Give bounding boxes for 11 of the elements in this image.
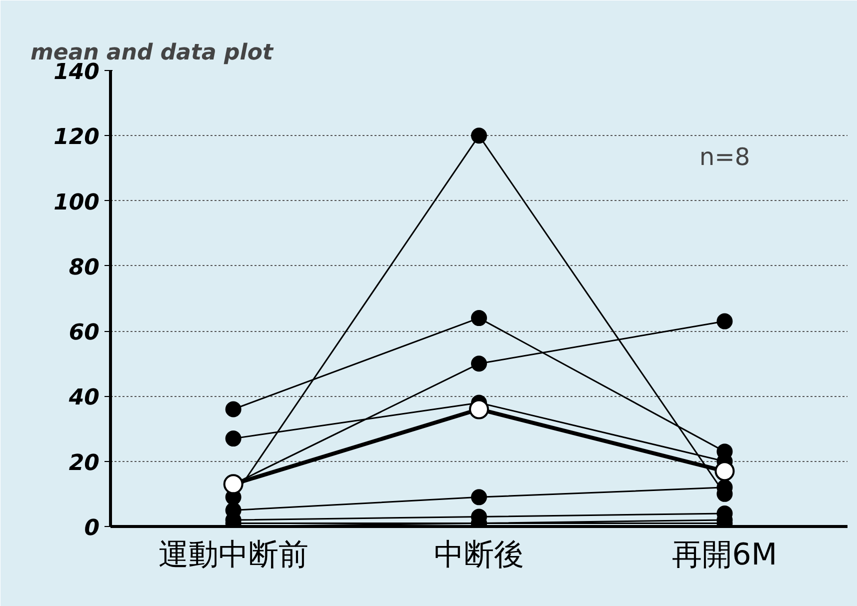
y-tick-label: 60 [68, 320, 100, 346]
y-tick-label: 40 [68, 386, 100, 411]
y-tick-label: 100 [54, 190, 100, 216]
x-tick-label: 再開6M [672, 538, 778, 572]
x-tick-label: 運動中断前 [158, 538, 308, 572]
y-tick-label: 80 [68, 255, 100, 280]
x-tick-label: 中断後 [434, 538, 524, 572]
y-tick-label: 0 [84, 516, 100, 541]
y-tick-label: 120 [54, 125, 100, 150]
y-tick-label: 20 [68, 450, 100, 476]
annotation: n=8 [699, 142, 750, 171]
